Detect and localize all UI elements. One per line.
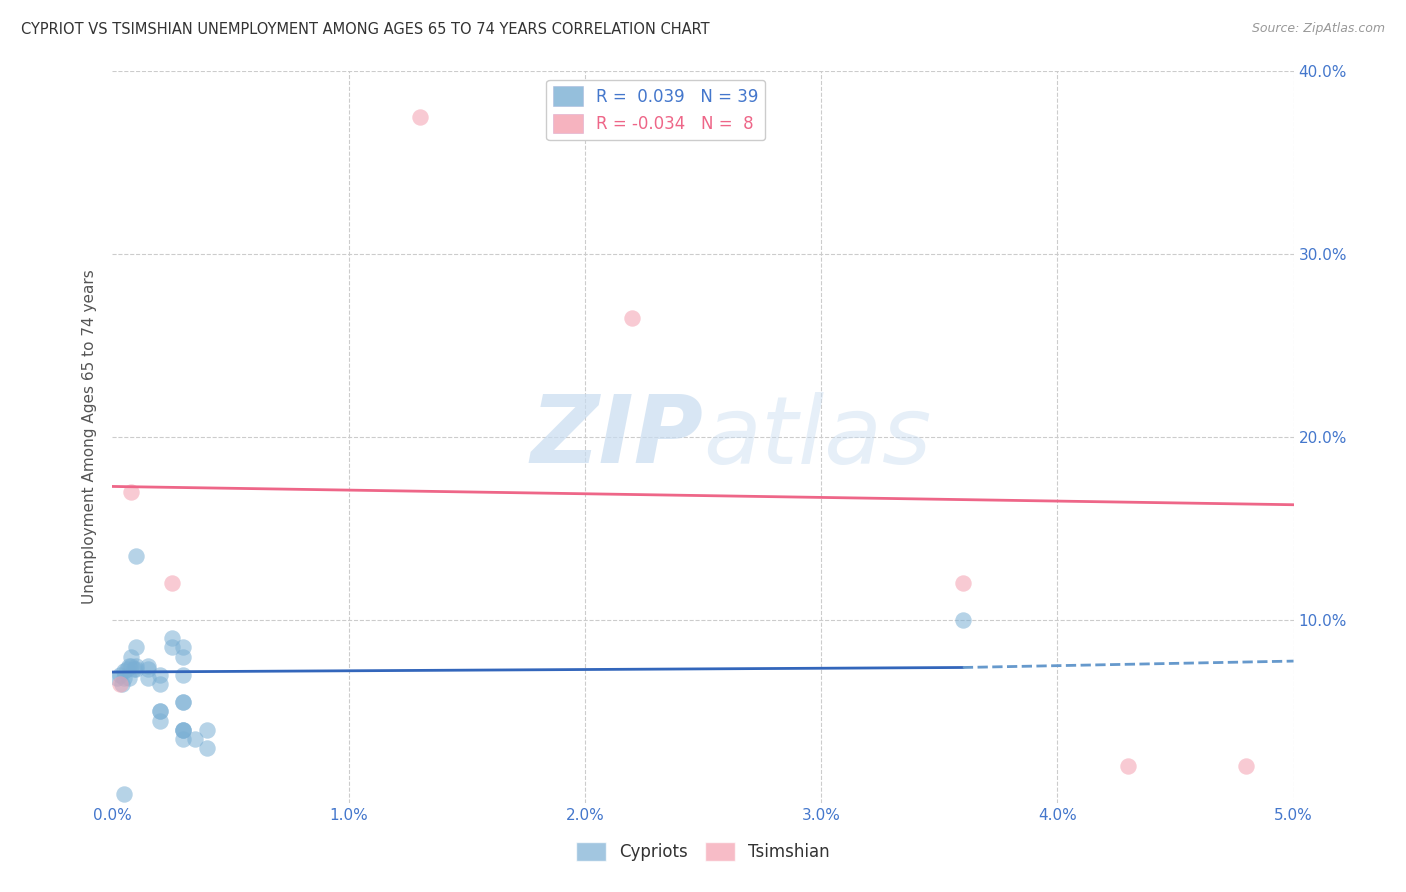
Point <box>149 714 172 728</box>
Point <box>136 672 159 686</box>
Point <box>125 658 148 673</box>
Point <box>408 110 430 124</box>
Point <box>120 649 142 664</box>
Point <box>149 705 172 719</box>
Point <box>952 576 974 591</box>
Point <box>172 695 194 709</box>
Point <box>136 662 159 676</box>
Point <box>112 787 135 801</box>
Point <box>120 658 142 673</box>
Point <box>172 731 194 746</box>
Point <box>172 723 194 737</box>
Point <box>125 662 148 676</box>
Point <box>172 640 194 655</box>
Point <box>184 731 207 746</box>
Point <box>108 667 131 681</box>
Point <box>1234 759 1257 773</box>
Point <box>149 667 172 681</box>
Point <box>195 740 218 755</box>
Legend: Cypriots, Tsimshian: Cypriots, Tsimshian <box>569 835 837 868</box>
Point <box>118 672 141 686</box>
Point <box>136 658 159 673</box>
Point <box>118 658 141 673</box>
Point <box>160 576 183 591</box>
Point <box>952 613 974 627</box>
Point <box>125 549 148 563</box>
Point <box>172 723 194 737</box>
Point <box>160 632 183 646</box>
Point <box>160 640 183 655</box>
Point <box>111 677 134 691</box>
Point <box>172 667 194 681</box>
Point <box>125 640 148 655</box>
Point <box>112 664 135 678</box>
Y-axis label: Unemployment Among Ages 65 to 74 years: Unemployment Among Ages 65 to 74 years <box>82 269 97 605</box>
Point <box>108 677 131 691</box>
Point <box>120 485 142 500</box>
Point <box>149 677 172 691</box>
Point <box>621 311 644 326</box>
Point <box>172 649 194 664</box>
Point <box>1116 759 1139 773</box>
Point <box>105 672 128 686</box>
Point <box>195 723 218 737</box>
Text: ZIP: ZIP <box>530 391 703 483</box>
Point <box>149 705 172 719</box>
Point <box>115 662 138 676</box>
Text: CYPRIOT VS TSIMSHIAN UNEMPLOYMENT AMONG AGES 65 TO 74 YEARS CORRELATION CHART: CYPRIOT VS TSIMSHIAN UNEMPLOYMENT AMONG … <box>21 22 710 37</box>
Point <box>172 723 194 737</box>
Point <box>172 695 194 709</box>
Text: Source: ZipAtlas.com: Source: ZipAtlas.com <box>1251 22 1385 36</box>
Point <box>112 672 135 686</box>
Point <box>122 662 145 676</box>
Text: atlas: atlas <box>703 392 931 483</box>
